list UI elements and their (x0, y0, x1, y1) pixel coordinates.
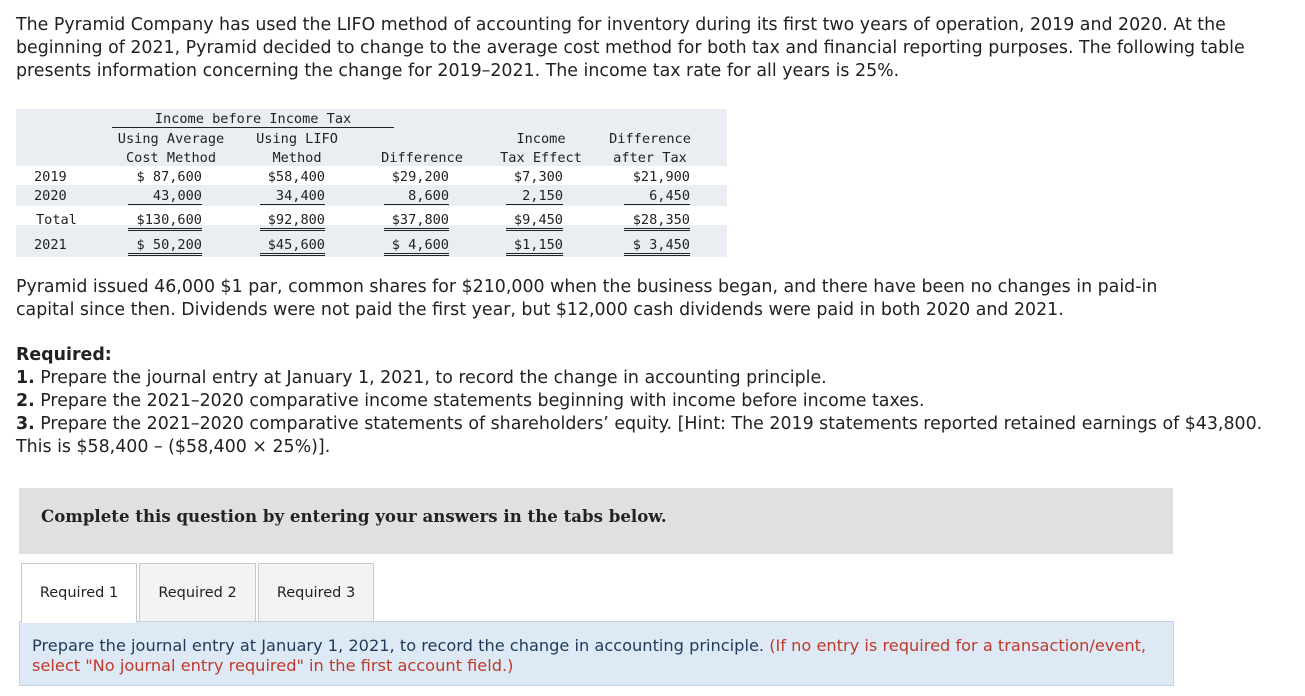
tab-required-2[interactable]: Required 2 (139, 563, 256, 623)
header-tax-line1: Income (516, 131, 566, 147)
inventory-change-table: Income before Income Tax Using Average C… (16, 109, 727, 257)
cell-lifo: 34,400 (260, 188, 325, 205)
required-item-2: 2. Prepare the 2021–2020 comparative inc… (16, 391, 925, 411)
header-lifo-line2: Method (272, 150, 322, 166)
header-after-line1: Difference (609, 131, 691, 147)
required-heading: Required: (16, 345, 112, 365)
cell-diff: 8,600 (384, 188, 449, 205)
table-stripe (16, 206, 727, 225)
cell-tax: $9,450 (506, 212, 563, 231)
paid-in-capital-paragraph: Pyramid issued 46,000 $1 par, common sha… (16, 277, 1158, 320)
cell-after: $ 3,450 (624, 237, 690, 256)
cell-avg: $ 87,600 (136, 169, 202, 185)
cell-after: $21,900 (632, 169, 690, 185)
banner-text: Complete this question by entering your … (41, 506, 667, 526)
cell-after: $28,350 (624, 212, 690, 231)
cell-diff: $29,200 (391, 169, 449, 185)
panel-instruction: Prepare the journal entry at January 1, … (32, 636, 1147, 675)
cell-after: 6,450 (624, 188, 690, 205)
panel-note: (If no entry is required for a transacti… (32, 636, 1147, 675)
tab-required-3[interactable]: Required 3 (258, 563, 374, 623)
cell-tax: 2,150 (506, 188, 563, 205)
required-section: Required: 1. Prepare the journal entry a… (16, 344, 1286, 459)
required-item-3: 3. Prepare the 2021–2020 comparative sta… (16, 414, 1263, 457)
cell-avg: $ 50,200 (128, 237, 202, 256)
header-after-line2: after Tax (613, 150, 687, 166)
tab-required-1[interactable]: Required 1 (21, 563, 137, 623)
cell-lifo: $45,600 (260, 237, 325, 256)
row-label: 2021 (34, 237, 67, 253)
required-item-1: 1. Prepare the journal entry at January … (16, 368, 827, 388)
row-label: 2019 (34, 169, 67, 185)
group-header: Income before Income Tax (112, 111, 394, 128)
header-avg-line1: Using Average (117, 131, 225, 147)
instructions-banner: Complete this question by entering your … (19, 488, 1173, 554)
cell-tax: $1,150 (506, 237, 563, 256)
row-label: Total (36, 212, 77, 228)
header-difference: Difference (381, 150, 463, 166)
cell-avg: 43,000 (128, 188, 202, 205)
header-avg-line2: Cost Method (125, 150, 217, 166)
cell-tax: $7,300 (513, 169, 563, 185)
header-tax-line2: Tax Effect (500, 150, 582, 166)
cell-avg: $130,600 (128, 212, 202, 231)
header-lifo-line1: Using LIFO (256, 131, 338, 147)
row-label: 2020 (34, 188, 67, 204)
tab-panel-required-1: Prepare the journal entry at January 1, … (19, 621, 1174, 686)
table-stripe (16, 166, 727, 185)
cell-lifo: $58,400 (267, 169, 325, 185)
cell-lifo: $92,800 (260, 212, 325, 231)
problem-intro: The Pyramid Company has used the LIFO me… (16, 15, 1245, 81)
cell-diff: $ 4,600 (384, 237, 449, 256)
cell-diff: $37,800 (384, 212, 449, 231)
